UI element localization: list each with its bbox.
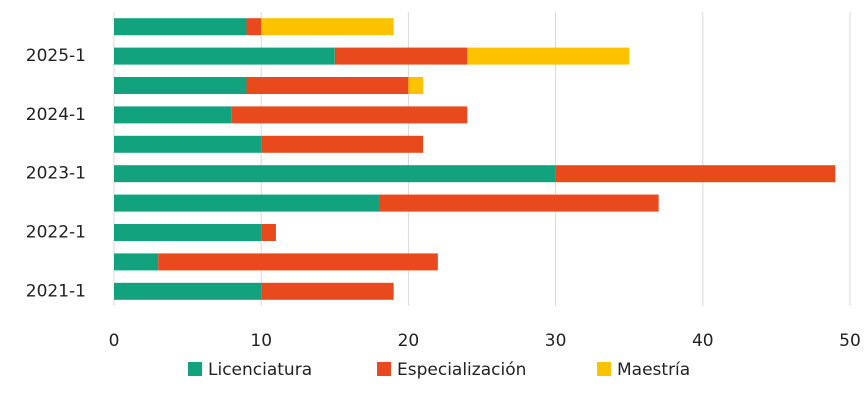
bar-segment — [261, 224, 276, 241]
legend-label: Maestría — [617, 360, 690, 380]
legend-swatch — [188, 362, 202, 376]
bar-segment — [114, 77, 247, 94]
bar-segment — [158, 253, 438, 271]
bar-segment — [114, 135, 262, 153]
bar-segment — [114, 224, 262, 241]
legend-swatch — [597, 362, 611, 376]
x-tick-label: 40 — [692, 331, 714, 351]
bar-segment — [467, 47, 630, 65]
bar-segment — [378, 194, 659, 212]
bar-segment — [231, 106, 468, 124]
legend-label: Especialización — [397, 360, 526, 380]
x-tick-label: 10 — [250, 331, 272, 351]
bar-segment — [114, 18, 247, 36]
bar-segment — [334, 47, 468, 65]
y-tick-label: 2024-1 — [26, 105, 86, 125]
x-tick-label: 30 — [545, 331, 567, 351]
bar-segment — [261, 135, 424, 153]
bar-segment — [114, 106, 232, 124]
y-tick-label: 2023-1 — [26, 164, 86, 184]
y-tick-label: 2025-1 — [26, 46, 86, 66]
legend-label: Licenciatura — [208, 360, 312, 380]
bar-segment — [114, 253, 159, 271]
legend-swatch — [377, 362, 391, 376]
bar-segment — [246, 77, 409, 94]
x-tick-label: 50 — [839, 331, 861, 351]
bar-segment — [408, 77, 424, 94]
x-tick-label: 0 — [109, 331, 120, 351]
bar-segment — [114, 282, 262, 300]
bar-segment — [246, 18, 262, 36]
bar-segment — [114, 194, 379, 212]
bar-segment — [555, 165, 836, 183]
bar-segment — [261, 18, 394, 36]
bar-segment — [114, 47, 335, 65]
bar-segment — [261, 282, 394, 300]
y-tick-label: 2021-1 — [26, 281, 86, 301]
bar-segment — [114, 165, 556, 183]
y-tick-label: 2022-1 — [26, 223, 86, 243]
x-tick-label: 20 — [398, 331, 420, 351]
